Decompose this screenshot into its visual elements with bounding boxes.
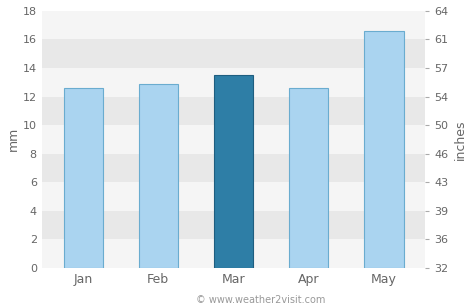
Bar (42, 182, 425, 211)
Bar (42, 154, 425, 182)
Bar (42, 39, 425, 68)
Bar (139, 84, 178, 268)
Bar (365, 31, 403, 268)
Y-axis label: inches: inches (454, 119, 467, 160)
Bar (214, 75, 253, 268)
Bar (42, 11, 425, 39)
Bar (42, 97, 425, 125)
Bar (42, 239, 425, 268)
Bar (289, 88, 328, 268)
Bar (42, 125, 425, 154)
Bar (42, 211, 425, 239)
Bar (42, 68, 425, 97)
Bar (64, 88, 103, 268)
Text: © www.weather2visit.com: © www.weather2visit.com (196, 295, 325, 305)
Y-axis label: mm: mm (7, 127, 20, 152)
